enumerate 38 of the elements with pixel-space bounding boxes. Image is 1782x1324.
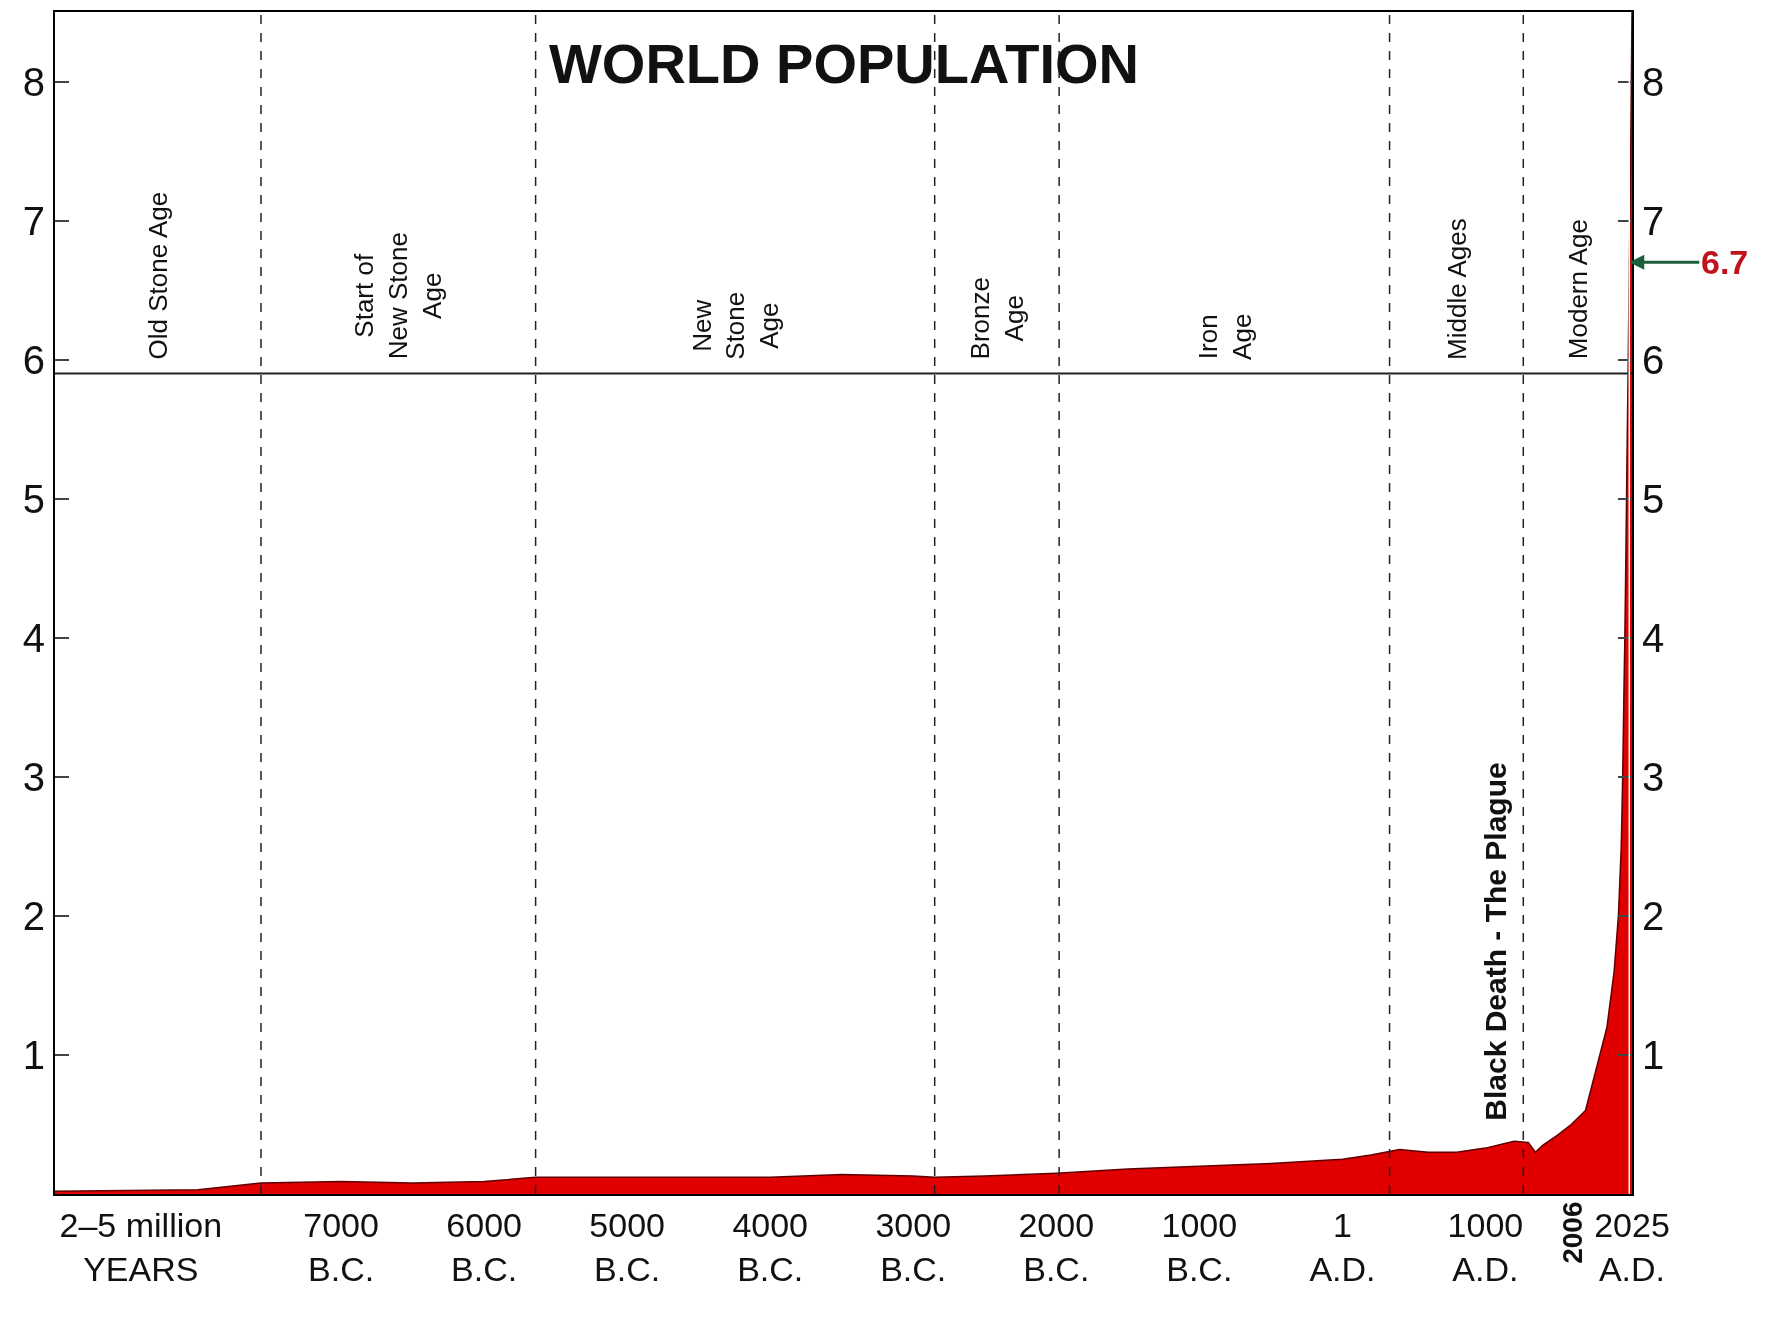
y-tick-label: 1	[22, 1032, 45, 1077]
x-tick-label: 2025 A.D.	[1594, 1205, 1670, 1288]
x-tick-label: 1000 B.C.	[1161, 1205, 1238, 1288]
annotation: Middle Ages	[1441, 218, 1472, 360]
annotation: Old Stone Age	[143, 191, 174, 360]
x-tick-label: 4000 B.C.	[732, 1205, 809, 1288]
y2-tick-label: 8	[1642, 59, 1665, 104]
annotation: Start of New Stone Age	[349, 232, 447, 360]
y-tick-label: 7	[22, 198, 45, 243]
x-tick-label: 2000 B.C.	[1018, 1205, 1095, 1288]
x-tick-label: 6000 B.C.	[446, 1205, 522, 1288]
ref-line-label: 2006	[1556, 1201, 1588, 1264]
annotation: Black Death - The Plague	[1479, 762, 1513, 1121]
y2-tick-label: 6	[1642, 337, 1665, 382]
y2-tick-label: 5	[1642, 476, 1665, 521]
y2-tick-label: 2	[1642, 893, 1665, 938]
y2-tick-label: 7	[1642, 198, 1665, 243]
y2-tick-label: 3	[1642, 754, 1665, 799]
y2-tick-label: 1	[1642, 1032, 1665, 1077]
y-tick-label: 4	[22, 615, 45, 660]
x-tick-label: 5000 B.C.	[589, 1205, 665, 1288]
y2-tick-label: 4	[1642, 615, 1665, 660]
annotation: Bronze Age	[965, 277, 1030, 360]
x-tick-label: 2–5 million YEARS	[59, 1205, 223, 1288]
chart-title: WORLD POPULATION	[549, 32, 1140, 95]
y-tick-label: 6	[22, 337, 45, 382]
y-tick-label: 5	[22, 476, 45, 521]
y-tick-label: 3	[22, 754, 45, 799]
annotation: Iron Age	[1192, 313, 1257, 360]
annotation: New Stone Age	[686, 291, 785, 360]
annotation: Modern Age	[1563, 218, 1594, 360]
x-tick-label: 1 A.D.	[1309, 1205, 1376, 1288]
x-tick-label: 7000 B.C.	[303, 1205, 379, 1288]
y-tick-label: 2	[22, 893, 45, 938]
x-tick-label: 1000 A.D.	[1447, 1205, 1524, 1288]
x-tick-label: 3000 B.C.	[875, 1205, 952, 1288]
y-tick-label: 8	[22, 59, 45, 104]
annotation: 6.7	[1701, 243, 1749, 281]
